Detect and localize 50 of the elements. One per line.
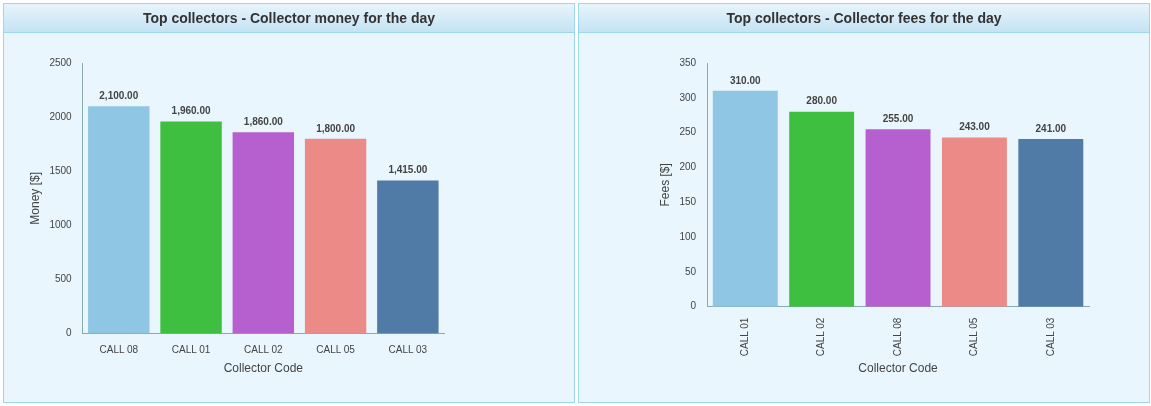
y-tick-label: 500 [54,273,73,285]
bar [865,129,931,307]
y-tick-label: 250 [679,126,697,138]
x-tick-label: CALL 01 [171,344,211,356]
bar [941,137,1007,307]
y-tick-label: 200 [679,161,697,173]
y-tick-label: 50 [684,265,697,277]
chart-title: Top collectors - Collector money for the day [4,4,574,33]
bar [789,111,855,307]
bar [712,90,778,307]
bar [232,132,295,334]
x-tick-label: CALL 03 [1044,317,1056,357]
y-tick-label: 1000 [49,219,73,231]
y-axis-title: Money [$] [27,171,42,225]
data-label: 243.00 [959,121,991,133]
bar [1018,138,1084,307]
chart-title: Top collectors - Collector fees for the day [579,4,1149,33]
y-tick-label: 100 [679,230,697,242]
x-tick-label: CALL 02 [815,317,827,357]
data-label: 255.00 [882,112,914,124]
data-label: 1,860.00 [243,116,284,128]
data-label: 2,100.00 [99,90,139,102]
x-tick-label: CALL 08 [99,344,139,356]
y-tick-label: 0 [66,327,73,339]
bar [160,121,222,334]
y-tick-label: 350 [679,56,697,68]
y-tick-label: 150 [679,196,697,207]
data-label: 310.00 [729,74,761,86]
y-tick-label: 2000 [49,110,73,122]
y-axis-title: Fees [$] [657,163,672,207]
x-tick-label: CALL 05 [316,344,356,356]
bar [377,180,439,334]
data-label: 1,415.00 [388,164,428,176]
data-label: 1,800.00 [316,122,356,134]
x-tick-label: CALL 05 [968,317,980,357]
x-tick-label: CALL 03 [388,344,428,356]
x-tick-label: CALL 02 [244,344,284,356]
x-axis-title: Collector Code [858,361,939,376]
x-tick-label: CALL 01 [739,317,751,357]
data-label: 241.00 [1035,122,1067,134]
y-tick-label: 1500 [49,164,73,176]
y-tick-label: 0 [690,300,697,312]
x-axis-title: Collector Code [223,361,304,376]
x-tick-label: CALL 08 [891,317,903,357]
data-label: 1,960.00 [171,105,211,117]
data-label: 280.00 [806,95,838,107]
y-tick-label: 2500 [49,56,73,68]
bar [304,138,367,334]
bar [88,106,150,334]
y-tick-label: 300 [679,91,697,103]
